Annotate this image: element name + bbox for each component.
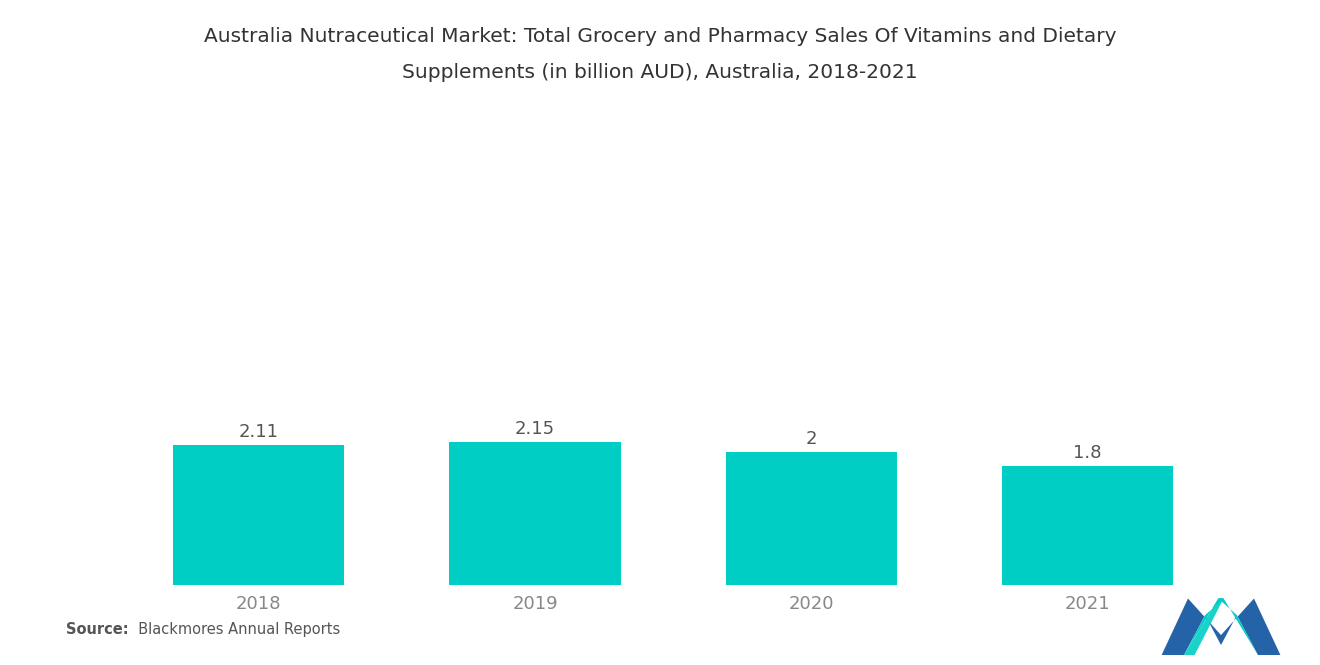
Text: Australia Nutraceutical Market: Total Grocery and Pharmacy Sales Of Vitamins and: Australia Nutraceutical Market: Total Gr… (203, 27, 1117, 46)
Polygon shape (1184, 598, 1224, 655)
Text: Supplements (in billion AUD), Australia, 2018-2021: Supplements (in billion AUD), Australia,… (403, 63, 917, 82)
Polygon shape (1162, 598, 1280, 655)
Text: Source:: Source: (66, 622, 128, 637)
Text: 2.15: 2.15 (515, 420, 556, 438)
Bar (726, 452, 898, 585)
Polygon shape (1218, 598, 1258, 655)
Text: 1.8: 1.8 (1073, 444, 1102, 462)
Bar (173, 445, 345, 585)
Text: 2: 2 (805, 430, 817, 448)
Bar (449, 442, 620, 585)
Text: Blackmores Annual Reports: Blackmores Annual Reports (129, 622, 341, 637)
Text: 2.11: 2.11 (239, 423, 279, 441)
Bar (1002, 465, 1173, 585)
Polygon shape (1184, 598, 1224, 655)
